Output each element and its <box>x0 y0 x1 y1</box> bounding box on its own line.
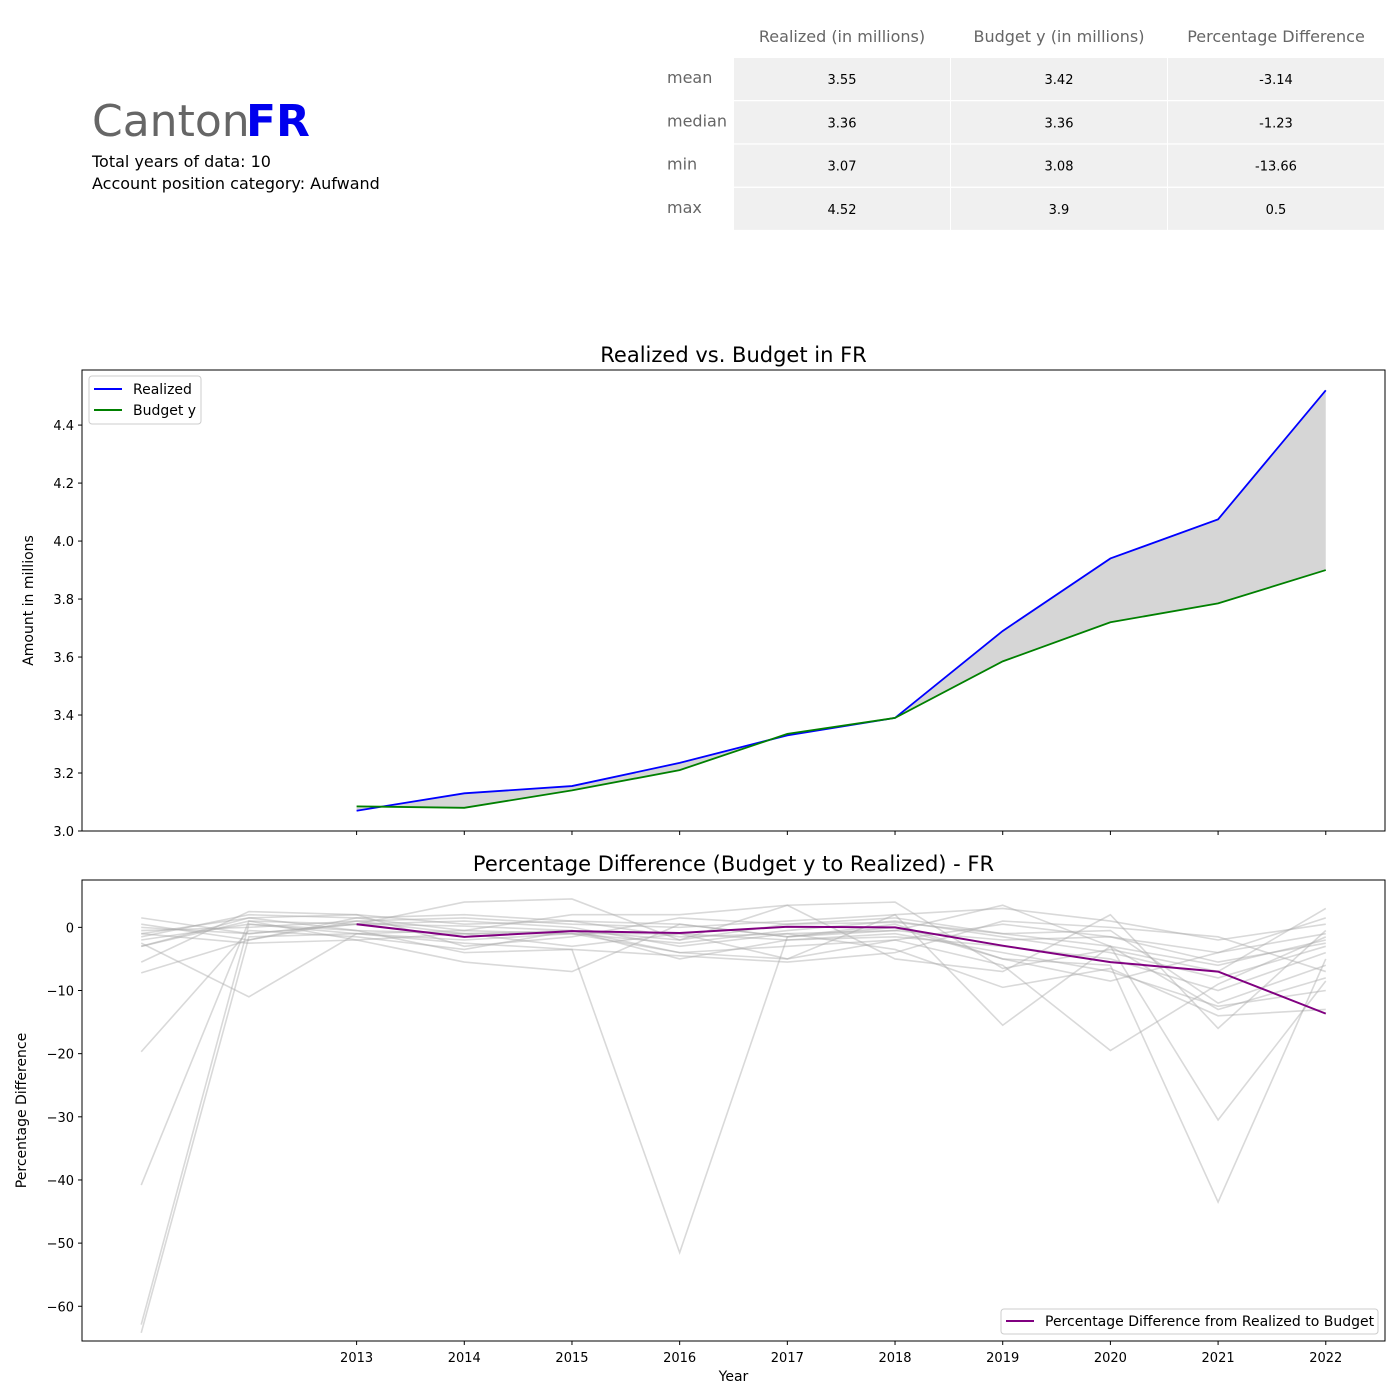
table-row-label: median <box>667 111 727 130</box>
table-cell <box>951 101 1167 144</box>
realized-vs-budget-chart: Realized vs. Budget in FR Amount in milli… <box>21 343 1386 840</box>
y-tick-label: 3.8 <box>53 593 74 608</box>
y-tick-label: −40 <box>47 1174 74 1189</box>
y-axis-label: Percentage Difference <box>14 1033 30 1188</box>
table-column-header: Realized (in millions) <box>759 27 925 46</box>
y-tick-label: −60 <box>47 1300 74 1315</box>
x-tick-label: 2021 <box>1202 1351 1235 1366</box>
table-cell <box>734 58 950 100</box>
table-cell-value: 4.52 <box>828 203 857 218</box>
x-tick-label: 2015 <box>555 1351 588 1366</box>
chart-title: Realized vs. Budget in FR <box>600 343 866 367</box>
y-axis-label: Amount in millions <box>21 535 37 666</box>
table-cell <box>951 187 1167 230</box>
legend-label: Realized <box>133 382 192 398</box>
table-cell-value: -1.23 <box>1259 116 1293 131</box>
y-tick-label: −10 <box>47 985 74 1000</box>
series-line-percentage-difference <box>356 923 1327 1015</box>
table-cell <box>1168 58 1384 100</box>
table-cell-value: 3.36 <box>1045 116 1074 131</box>
table-column-header: Budget y (in millions) <box>974 27 1145 46</box>
canton-word: Canton <box>92 96 250 147</box>
table-cell <box>1168 101 1384 144</box>
table-row-label: min <box>667 155 697 174</box>
chart-title: Percentage Difference (Budget y to Reali… <box>473 852 994 876</box>
table-cell-value: 3.55 <box>828 73 857 88</box>
y-tick-label: 3.6 <box>53 651 74 666</box>
table-cell-value: -13.66 <box>1255 160 1297 175</box>
table-row-label: mean <box>667 68 712 87</box>
series-line-budget-y <box>356 569 1327 809</box>
x-tick-label: 2018 <box>878 1351 911 1366</box>
background-canton-line <box>141 913 1326 954</box>
table-cell-value: 3.9 <box>1049 203 1070 218</box>
table-cell <box>1168 144 1384 187</box>
y-tick-label: −20 <box>47 1048 74 1063</box>
stats-table: Realized (in millions) Budget y (in milli… <box>667 27 1384 230</box>
account-category-text: Account position category: Aufwand <box>92 174 380 193</box>
x-tick-label: 2014 <box>448 1351 481 1366</box>
table-cell-value: -3.14 <box>1259 73 1293 88</box>
x-tick-label: 2016 <box>663 1351 696 1366</box>
table-cell-value: 3.42 <box>1045 73 1074 88</box>
y-tick-label: 0 <box>66 921 74 936</box>
y-tick-label: −30 <box>47 1111 74 1126</box>
background-canton-line <box>140 910 1327 1005</box>
y-tick-label: 3.4 <box>53 709 74 724</box>
y-tick-label: 4.2 <box>53 477 74 492</box>
legend-label: Percentage Difference from Realized to B… <box>1045 1314 1375 1330</box>
background-canton-line <box>140 926 1327 1334</box>
background-canton-line <box>141 920 1326 963</box>
table-cell <box>951 144 1167 187</box>
legend-box <box>1000 1308 1379 1335</box>
x-tick-label: 2013 <box>340 1351 373 1366</box>
table-column-header: Percentage Difference <box>1187 27 1365 46</box>
table-cell-value: 3.08 <box>1045 160 1074 175</box>
percentage-difference-chart: Percentage Difference (Budget y to Reali… <box>14 852 1386 1385</box>
background-canton-line <box>141 920 1326 979</box>
table-cell <box>734 144 950 187</box>
background-canton-line <box>140 923 1327 1325</box>
background-canton-line <box>141 917 1326 967</box>
plot-frame <box>81 879 1386 1342</box>
background-canton-line <box>140 913 1327 1122</box>
y-tick-label: 3.2 <box>53 767 74 782</box>
background-canton-line <box>141 901 1327 973</box>
y-tick-label: 3.0 <box>53 825 74 840</box>
x-tick-label: 2019 <box>986 1351 1019 1366</box>
plot-frame <box>81 369 1386 832</box>
background-canton-line <box>141 898 1327 1030</box>
y-tick-label: 4.4 <box>53 419 74 434</box>
canton-code: FR <box>246 96 310 147</box>
table-cell <box>1168 187 1384 230</box>
table-row-label: max <box>667 198 702 217</box>
table-cell-value: 3.36 <box>828 116 857 131</box>
background-canton-line <box>141 917 1327 973</box>
legend: Percentage Difference from Realized to B… <box>1000 1308 1379 1335</box>
legend: Realized Budget y <box>88 375 202 425</box>
y-tick-label: 4.0 <box>53 535 74 550</box>
table-cell-value: 3.07 <box>828 160 857 175</box>
legend-label: Budget y <box>133 403 196 419</box>
x-axis-label: Year <box>718 1369 749 1385</box>
x-tick-label: 2022 <box>1309 1351 1342 1366</box>
table-cell <box>734 187 950 230</box>
background-canton-line <box>141 907 1326 941</box>
total-years-text: Total years of data: 10 <box>92 152 271 171</box>
background-canton-line <box>140 929 1326 1053</box>
fill-between-area <box>356 390 1326 811</box>
background-canton-line <box>140 920 1326 1186</box>
y-tick-label: −50 <box>47 1237 74 1252</box>
table-cell <box>734 101 950 144</box>
table-cell <box>951 58 1167 100</box>
table-cell-value: 0.5 <box>1266 203 1287 218</box>
x-tick-label: 2020 <box>1094 1351 1127 1366</box>
x-tick-label: 2017 <box>771 1351 804 1366</box>
